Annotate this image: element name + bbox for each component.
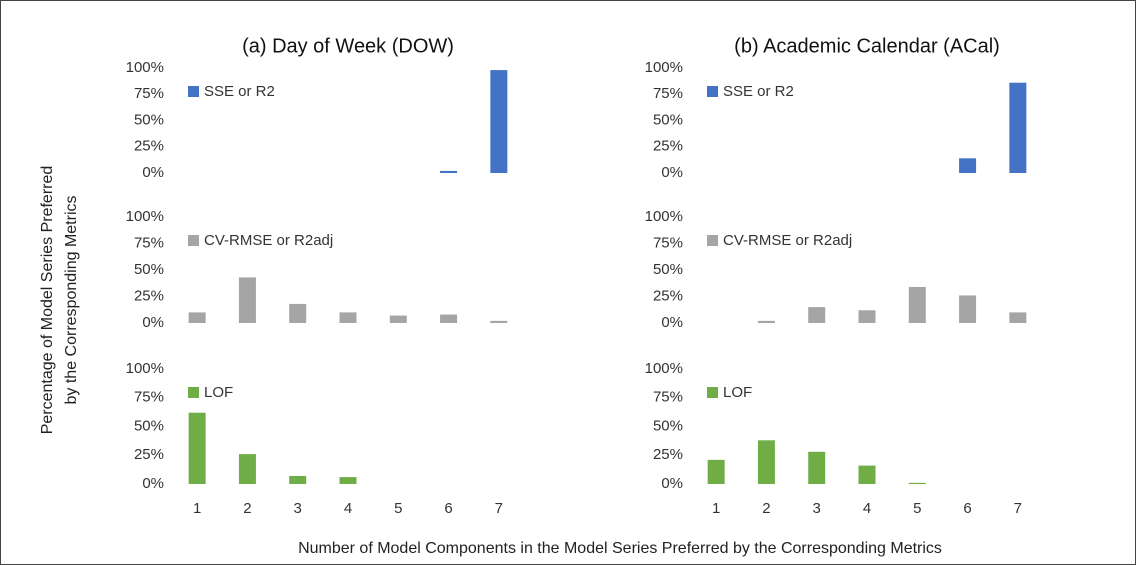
legend-swatch — [707, 235, 718, 246]
x-tick-label: 2 — [762, 500, 770, 517]
y-tick-label: 25% — [653, 138, 683, 155]
y-tick-label: 75% — [653, 389, 683, 406]
bar — [757, 320, 775, 323]
y-tick-label: 25% — [134, 446, 164, 463]
bar — [389, 315, 407, 323]
x-tick-label: 5 — [913, 500, 921, 517]
bar — [908, 482, 926, 484]
y-axis-label: by the Corresponding Metrics — [63, 196, 80, 405]
legend-label: LOF — [723, 384, 752, 401]
y-tick-label: 100% — [126, 360, 164, 377]
legend-swatch — [188, 235, 199, 246]
x-tick-label: 6 — [444, 500, 452, 517]
y-tick-label: 100% — [126, 208, 164, 225]
y-tick-label: 25% — [653, 446, 683, 463]
bar — [707, 459, 725, 484]
bar — [1009, 82, 1027, 173]
y-tick-label: 0% — [142, 475, 164, 492]
x-tick-label: 4 — [344, 500, 352, 517]
bar — [339, 312, 357, 323]
y-tick-label: 50% — [653, 261, 683, 278]
x-tick-label: 6 — [963, 500, 971, 517]
legend-swatch — [188, 86, 199, 97]
y-tick-label: 100% — [126, 59, 164, 76]
y-tick-label: 100% — [645, 208, 683, 225]
legend-swatch — [707, 86, 718, 97]
legend-label: SSE or R2 — [204, 83, 275, 100]
bar — [188, 312, 206, 323]
bar — [440, 314, 458, 323]
y-tick-label: 75% — [134, 234, 164, 251]
bar — [188, 412, 206, 484]
legend-label: LOF — [204, 384, 233, 401]
y-tick-label: 25% — [134, 287, 164, 304]
bar — [757, 440, 775, 484]
bar — [858, 310, 876, 323]
legend-label: CV-RMSE or R2adj — [723, 232, 852, 249]
bar — [959, 158, 977, 173]
x-tick-label: 2 — [243, 500, 251, 517]
y-tick-label: 75% — [134, 389, 164, 406]
y-tick-label: 0% — [142, 314, 164, 331]
x-tick-label: 3 — [813, 500, 821, 517]
x-tick-label: 1 — [712, 500, 720, 517]
x-tick-label: 7 — [495, 500, 503, 517]
legend-swatch — [707, 387, 718, 398]
y-tick-label: 75% — [134, 85, 164, 102]
bar — [908, 286, 926, 323]
legend-swatch — [188, 387, 199, 398]
y-tick-label: 50% — [653, 111, 683, 128]
y-tick-label: 75% — [653, 234, 683, 251]
bar — [959, 295, 977, 323]
y-tick-label: 0% — [142, 164, 164, 181]
y-tick-label: 25% — [134, 138, 164, 155]
bar — [1009, 312, 1027, 323]
x-tick-label: 4 — [863, 500, 871, 517]
x-tick-label: 1 — [193, 500, 201, 517]
y-tick-label: 25% — [653, 287, 683, 304]
y-tick-label: 0% — [661, 314, 683, 331]
y-tick-label: 50% — [134, 417, 164, 434]
y-tick-label: 0% — [661, 164, 683, 181]
y-axis-label: Percentage of Model Series Preferred — [39, 166, 56, 435]
bar — [339, 477, 357, 484]
y-tick-label: 50% — [134, 261, 164, 278]
bar — [238, 454, 256, 484]
bar — [289, 475, 307, 484]
chart-title: (b) Academic Calendar (ACal) — [734, 35, 1000, 57]
x-axis-label: Number of Model Components in the Model … — [298, 540, 942, 557]
bar — [858, 465, 876, 484]
x-tick-label: 7 — [1014, 500, 1022, 517]
x-tick-label: 3 — [294, 500, 302, 517]
bar — [440, 170, 458, 173]
bar — [238, 277, 256, 323]
bar — [808, 307, 826, 323]
y-tick-label: 50% — [653, 417, 683, 434]
y-tick-label: 100% — [645, 360, 683, 377]
y-tick-label: 0% — [661, 475, 683, 492]
y-tick-label: 75% — [653, 85, 683, 102]
bar — [490, 70, 508, 173]
bar — [490, 320, 508, 323]
x-tick-label: 5 — [394, 500, 402, 517]
bar — [289, 303, 307, 323]
legend-label: SSE or R2 — [723, 83, 794, 100]
y-tick-label: 50% — [134, 111, 164, 128]
chart-title: (a) Day of Week (DOW) — [242, 35, 454, 57]
y-tick-label: 100% — [645, 59, 683, 76]
legend-label: CV-RMSE or R2adj — [204, 232, 333, 249]
bar — [808, 451, 826, 484]
